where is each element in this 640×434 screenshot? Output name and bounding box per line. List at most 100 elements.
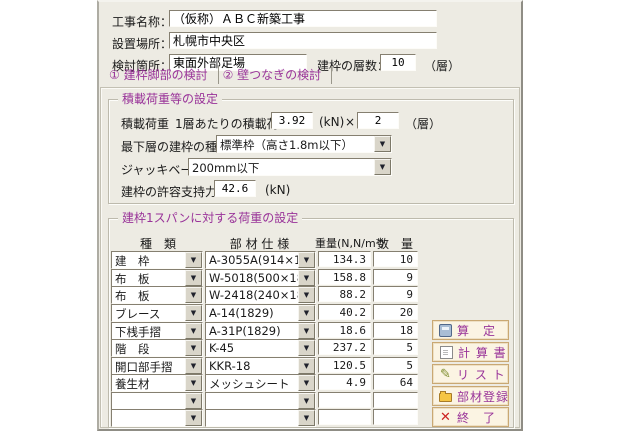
review-area-label: 検討箇所： [112,59,173,73]
review-area-input[interactable] [169,54,307,71]
list-button[interactable]: ✎ リ ス ト [432,364,509,384]
weight-cell: 237.2 [318,339,371,355]
bottom-frame-type-select[interactable]: 標準枠（高さ1.8m以下） ▼ [216,135,392,153]
spec-value: A-14(1829) [209,306,274,320]
chevron-down-icon[interactable]: ▼ [185,323,202,339]
type-select[interactable]: 布 板 ▼ [111,269,203,287]
spec-value: W-2418(240×1829) [209,288,298,302]
column-header-type: 種 類 [139,237,176,251]
spec-select[interactable]: KKR-18 ▼ [205,357,316,375]
weight-cell: 120.5 [318,357,371,373]
spec-select[interactable]: W-5018(500×1829)▼ [205,269,316,287]
chevron-down-icon[interactable]: ▼ [298,270,315,286]
allowable-capacity-input[interactable] [214,180,256,197]
spec-select[interactable]: A-3055A(914×1700)▼ [205,251,316,269]
weight-cell: 88.2 [318,286,371,302]
jack-base-height-select[interactable]: 200mm以下 ▼ [188,158,392,176]
spec-value: K-45 [209,341,235,355]
chevron-down-icon[interactable]: ▼ [185,340,202,356]
type-value: ブレース [115,307,161,321]
folder-icon [439,391,452,402]
frame-layers-input[interactable] [380,54,416,71]
type-select[interactable]: 階 段 ▼ [111,339,203,357]
live-load-label: 積載荷重 [121,117,170,131]
spec-select[interactable]: A-14(1829) ▼ [205,304,316,322]
column-header-spec: 部 材 仕 様 [229,237,290,251]
pencil-icon: ✎ [440,366,451,382]
spec-select[interactable]: ▼ [205,392,316,410]
span-load-title: 建枠1スパンに対する荷重の設定 [118,211,303,225]
qty-cell: 10 [373,251,418,267]
tab-wall-tie-check[interactable]: ② 壁つなぎの検討 [219,66,333,84]
spec-value [206,410,298,426]
chevron-down-icon[interactable]: ▼ [185,252,202,268]
load-layers-input[interactable] [357,112,399,129]
allowable-capacity-unit: (kN) [265,183,291,197]
spec-select[interactable]: A-31P(1829) ▼ [205,322,316,340]
qty-cell: 20 [373,304,418,320]
tab-frame-leg-check[interactable]: ① 建枠脚部の検討 [105,66,219,84]
spec-value [206,393,298,409]
chevron-down-icon[interactable]: ▼ [298,358,315,374]
chevron-down-icon[interactable]: ▼ [185,410,202,426]
spec-select[interactable]: W-2418(240×1829)▼ [205,286,316,304]
frame-layers-unit: （層） [424,59,461,73]
span-load-group: 建枠1スパンに対する荷重の設定 種 類 部 材 仕 様 重量(N,N/m²) 数… [108,211,514,428]
chevron-down-icon[interactable]: ▼ [185,305,202,321]
spec-select[interactable]: メッシュシート ▼ [205,374,316,392]
spec-select[interactable]: ▼ [205,409,316,427]
chevron-down-icon[interactable]: ▼ [185,270,202,286]
load-layers-unit: （層） [405,117,442,131]
type-select[interactable]: ▼ [111,409,203,427]
scaffold-check-dialog: 工事名称： 設置場所： 検討箇所： 建枠の層数： （層） ① 建枠脚部の検討 ②… [97,0,523,431]
chevron-down-icon[interactable]: ▼ [185,358,202,374]
live-load-unit: (kN) [319,115,345,129]
chevron-down-icon[interactable]: ▼ [185,375,202,391]
type-select[interactable]: 開口部手摺 ▼ [111,357,203,375]
spec-value: A-3055A(914×1700) [209,253,298,267]
type-select[interactable]: 養生材 ▼ [111,374,203,392]
live-load-input[interactable] [271,112,313,129]
chevron-down-icon[interactable]: ▼ [185,393,202,409]
type-value: 建 枠 [115,254,150,268]
calculate-button[interactable]: 算 定 [432,320,509,340]
qty-cell: 64 [373,374,418,390]
multiply-sign: × [345,115,356,129]
exit-button[interactable]: ✕ 終 了 [432,407,509,427]
type-select[interactable]: 建 枠 ▼ [111,251,203,269]
chevron-down-icon[interactable]: ▼ [298,393,315,409]
qty-cell: 5 [373,339,418,355]
exit-button-label: 終 了 [457,410,497,425]
site-location-input[interactable] [169,32,437,49]
chevron-down-icon[interactable]: ▼ [298,323,315,339]
spec-value: メッシュシート [209,377,290,391]
tab-bar: ① 建枠脚部の検討 ② 壁つなぎの検討 [105,65,333,85]
chevron-down-icon[interactable]: ▼ [298,410,315,426]
chevron-down-icon[interactable]: ▼ [374,159,391,175]
weight-cell [318,392,371,408]
chevron-down-icon[interactable]: ▼ [374,136,391,152]
close-icon: ✕ [440,409,451,425]
project-name-input[interactable] [169,10,437,27]
report-button-label: 計 算 書 [458,345,507,360]
chevron-down-icon[interactable]: ▼ [298,305,315,321]
chevron-down-icon[interactable]: ▼ [298,287,315,303]
type-select[interactable]: 下桟手摺 ▼ [111,322,203,340]
bottom-frame-type-value: 標準枠（高さ1.8m以下） [220,138,353,152]
chevron-down-icon[interactable]: ▼ [298,340,315,356]
report-button[interactable]: 計 算 書 [432,342,509,362]
weight-cell: 134.3 [318,251,371,267]
frame-layers-label: 建枠の層数： [317,59,390,73]
type-select[interactable]: ▼ [111,392,203,410]
live-load-sublabel: 1層あたりの積載荷重 [175,117,291,131]
type-value: 養生材 [115,377,150,391]
member-register-button[interactable]: 部材登録 [432,386,509,406]
chevron-down-icon[interactable]: ▼ [298,375,315,391]
spec-select[interactable]: K-45 ▼ [205,339,316,357]
type-select[interactable]: 布 板 ▼ [111,286,203,304]
chevron-down-icon[interactable]: ▼ [298,252,315,268]
type-select[interactable]: ブレース ▼ [111,304,203,322]
weight-cell: 18.6 [318,322,371,338]
chevron-down-icon[interactable]: ▼ [185,287,202,303]
type-value [112,393,185,409]
